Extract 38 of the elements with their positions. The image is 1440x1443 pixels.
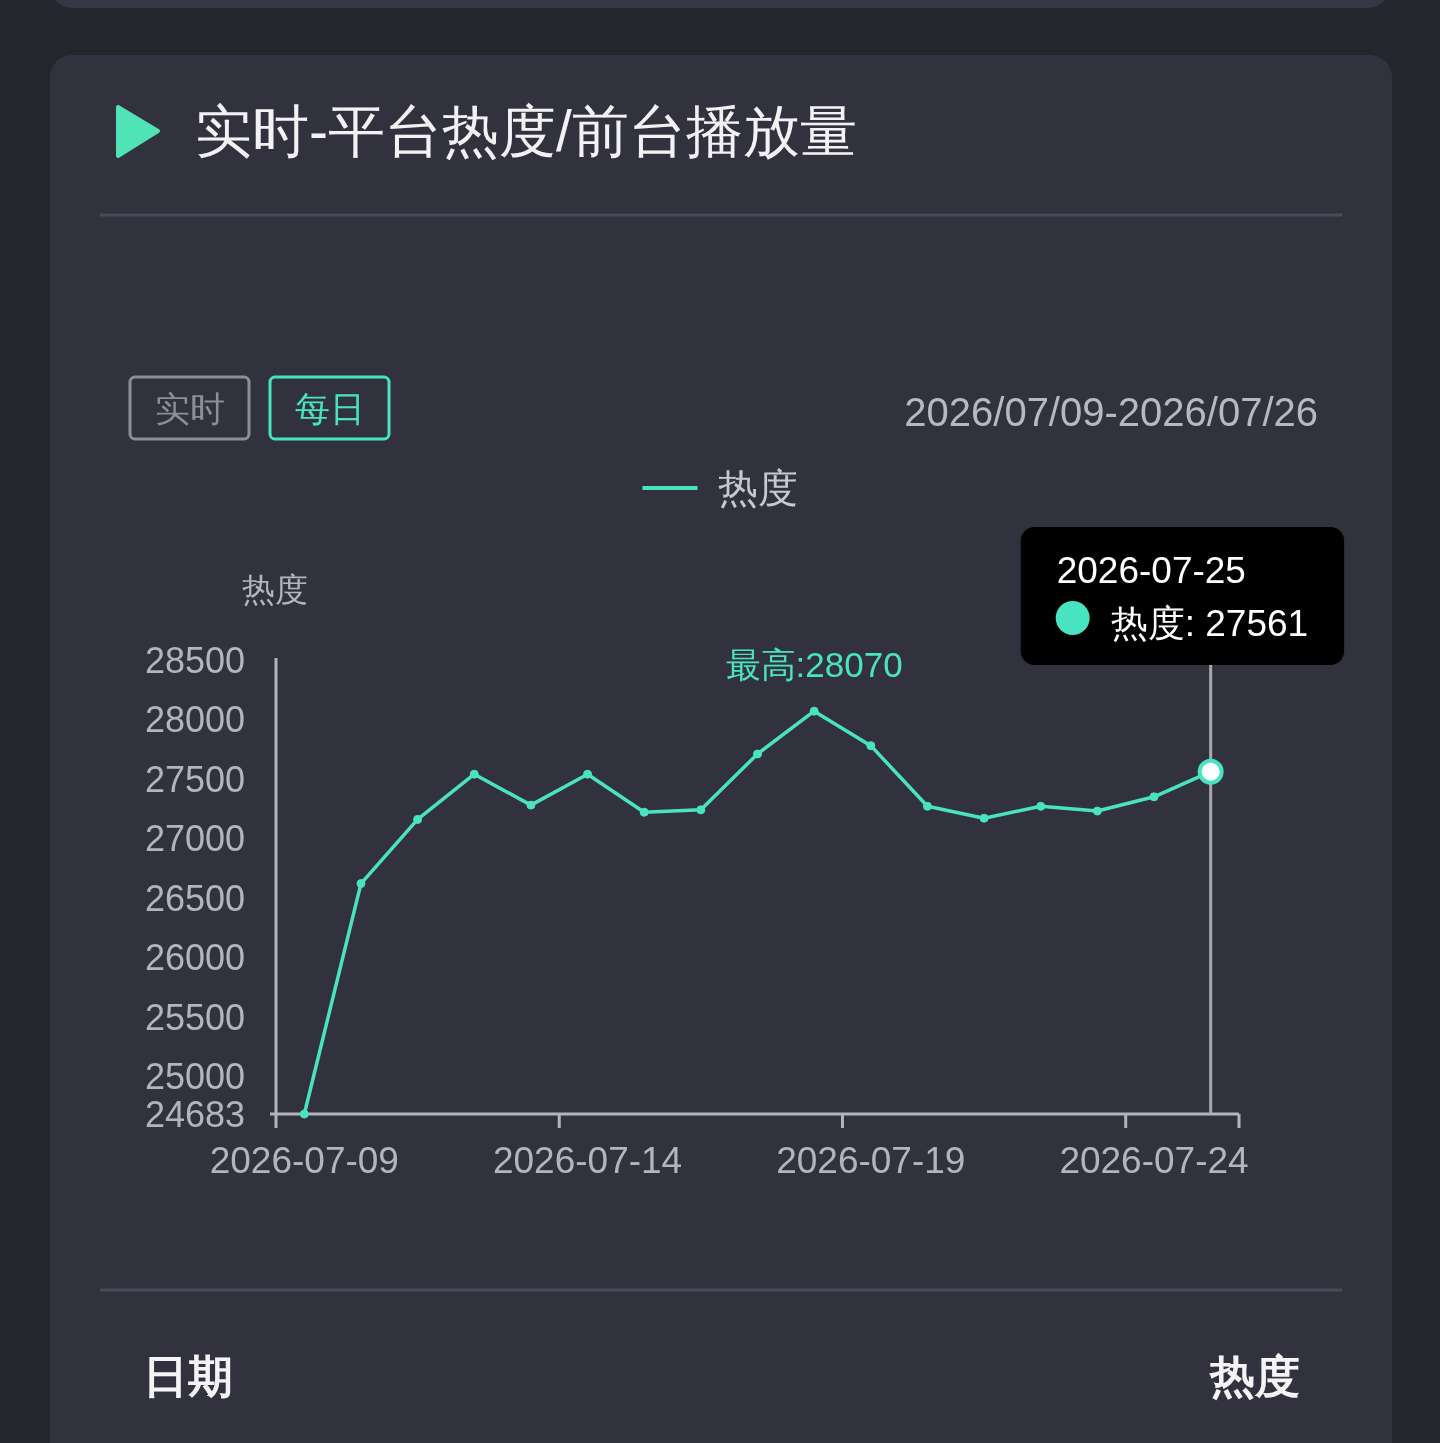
y-tick-label: 25500 [144,996,245,1038]
button: 每日 [268,375,391,441]
point [413,814,423,824]
y-tick-label: 26500 [144,877,245,919]
legend-label: 热度 [717,466,798,510]
point [1092,806,1102,816]
chart-title: 实时-平台热度/前台播放量 [195,99,857,163]
y-tick-label: 28500 [144,640,245,681]
text: 日期 [143,1351,233,1402]
y-tick-label: 27000 [144,818,245,860]
x-tick-label: 2026-07-09 [209,1140,399,1181]
point [639,807,649,817]
x-tick-label: 2026-07-14 [492,1140,683,1181]
point [809,706,819,716]
text: 热度 [1209,1351,1300,1402]
point [1036,801,1046,811]
y-tick-label: 27500 [144,758,245,800]
point [356,879,366,889]
y-axis-title: 热度 [242,571,308,608]
point [696,805,706,815]
y-tick-label: 28000 [144,699,245,741]
point [866,741,876,751]
y-tick-label: 26000 [144,937,245,979]
point [753,749,762,759]
point [583,769,593,779]
annotation: 最高:28070 [725,645,903,685]
point [526,800,536,810]
point [979,813,989,823]
chart-subtitle: 2026/07/09-2026/07/26 [904,390,1318,434]
x-tick-label: 2026-07-19 [776,1140,966,1181]
x-tick-label: 2026-07-24 [1059,1140,1249,1181]
tooltip: 2026-07-25 热度: 27561 [1020,527,1345,665]
point [299,1109,309,1119]
legend: 热度 [642,466,798,510]
point [1149,792,1159,802]
point [922,801,932,811]
button: 实时 [128,375,251,441]
point [469,769,479,779]
